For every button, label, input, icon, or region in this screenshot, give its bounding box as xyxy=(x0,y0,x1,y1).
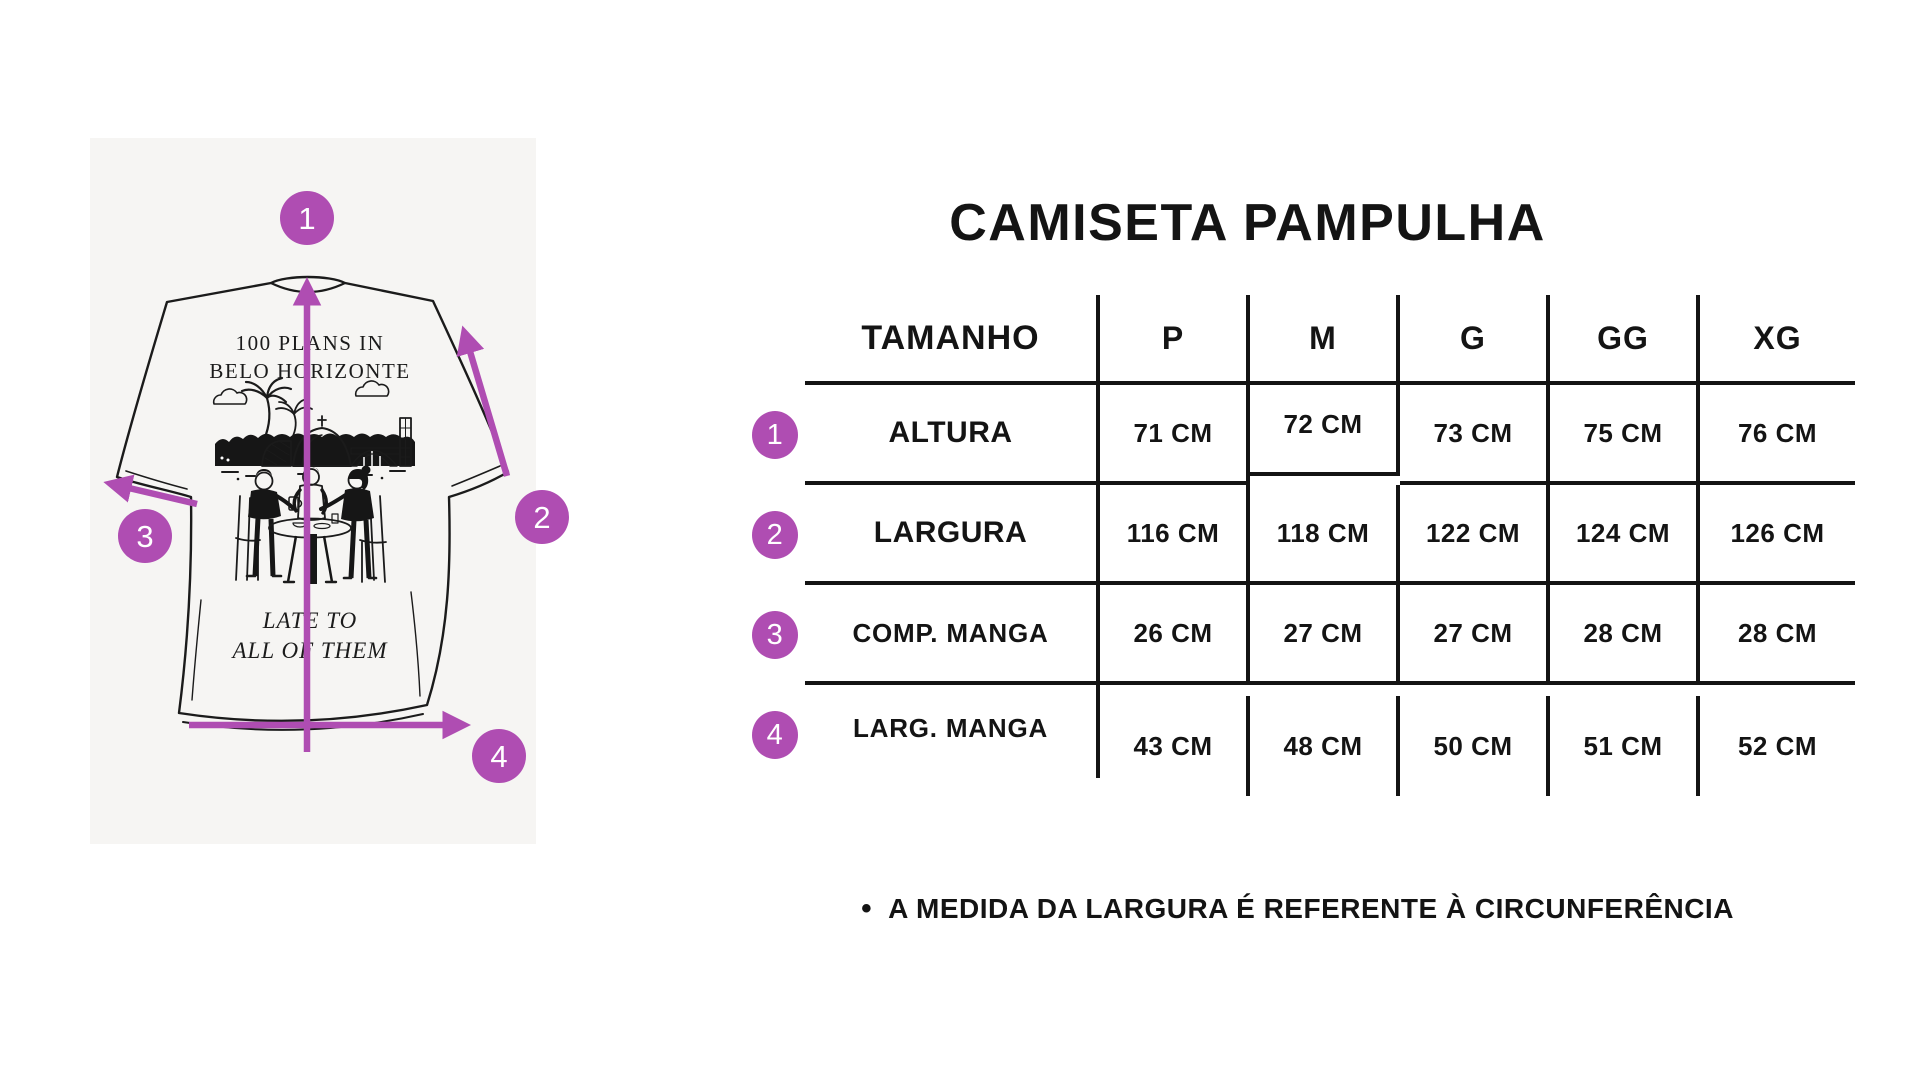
beer-mug-icon xyxy=(288,496,299,511)
value-comp-manga-p: 26 CM xyxy=(1100,585,1250,685)
size-chart-table: TAMANHO P M G GG XG 1 ALTURA 71 CM 72 CM… xyxy=(745,295,1855,796)
measure-point-2-badge xyxy=(515,490,569,544)
value-larg-manga-g: 50 CM xyxy=(1400,696,1550,796)
column-header-tamanho: TAMANHO xyxy=(805,295,1100,385)
row-badge-cell: 2 xyxy=(745,485,805,585)
shoulder-measure-arrow xyxy=(456,325,511,477)
measure-point-4-number: 4 xyxy=(490,739,507,774)
value-altura-xg: 76 CM xyxy=(1700,385,1855,485)
value-altura-p: 71 CM xyxy=(1100,385,1250,485)
column-header-gg: GG xyxy=(1550,295,1700,385)
measure-point-1-number: 1 xyxy=(298,201,315,236)
measure-point-3-badge xyxy=(118,509,172,563)
value-largura-m: 118 CM xyxy=(1250,485,1400,585)
header-spacer xyxy=(745,295,805,385)
column-header-p: P xyxy=(1100,295,1250,385)
column-header-xg: XG xyxy=(1700,295,1855,385)
sleeve-measure-arrow xyxy=(103,474,198,508)
value-altura-gg: 75 CM xyxy=(1550,385,1700,485)
row-label-altura: ALTURA xyxy=(805,385,1100,485)
row-label-larg-manga: LARG. MANGA xyxy=(805,678,1100,778)
row-label-largura: LARGURA xyxy=(805,485,1100,585)
row-number-badge: 4 xyxy=(752,711,798,759)
value-altura-g: 73 CM xyxy=(1400,385,1550,485)
value-largura-g: 122 CM xyxy=(1400,485,1550,585)
row-badge-cell: 3 xyxy=(745,585,805,685)
measurement-annotations xyxy=(103,277,511,752)
row-number-badge: 1 xyxy=(752,411,798,459)
note-text: A MEDIDA DA LARGURA É REFERENTE À CIRCUN… xyxy=(888,893,1734,924)
value-comp-manga-xg: 28 CM xyxy=(1700,585,1855,685)
tshirt-measurement-panel: 100 PLANS IN BELO HORIZONTE xyxy=(60,130,580,890)
row-number-badge: 3 xyxy=(752,611,798,659)
value-larg-manga-xg: 52 CM xyxy=(1737,730,1818,761)
value-altura-m: 72 CM xyxy=(1250,376,1400,476)
value-largura-p: 116 CM xyxy=(1100,485,1250,585)
measure-point-2-number: 2 xyxy=(533,500,550,535)
cloud-icon xyxy=(212,388,248,405)
measure-point-3-number: 3 xyxy=(136,519,153,554)
measurement-note: • A MEDIDA DA LARGURA É REFERENTE À CIRC… xyxy=(745,892,1850,926)
value-comp-manga-gg: 28 CM xyxy=(1550,585,1700,685)
row-badge-cell: 1 xyxy=(745,385,805,485)
row-label-comp-manga: COMP. MANGA xyxy=(805,585,1100,685)
value-comp-manga-g: 27 CM xyxy=(1400,585,1550,685)
cloud-icon xyxy=(354,380,390,397)
value-comp-manga-m: 27 CM xyxy=(1250,585,1400,685)
page-title: CAMISETA PAMPULHA xyxy=(949,193,1546,252)
row-number-badge: 2 xyxy=(752,511,798,559)
note-bullet: • xyxy=(861,892,873,925)
row-badge-cell: 4 xyxy=(745,685,805,785)
value-larg-manga-m: 48 CM xyxy=(1250,696,1400,796)
tshirt-illustration: 100 PLANS IN BELO HORIZONTE xyxy=(90,138,569,844)
value-largura-xg: 126 CM xyxy=(1700,485,1855,585)
measure-point-4-badge xyxy=(472,729,526,783)
value-larg-manga-p: 43 CM xyxy=(1100,696,1250,796)
value-largura-gg: 124 CM xyxy=(1550,485,1700,585)
column-header-m: M xyxy=(1250,295,1400,385)
value-larg-manga-gg: 51 CM xyxy=(1550,696,1700,796)
column-header-g: G xyxy=(1400,295,1550,385)
measure-point-1-badge xyxy=(280,191,334,245)
